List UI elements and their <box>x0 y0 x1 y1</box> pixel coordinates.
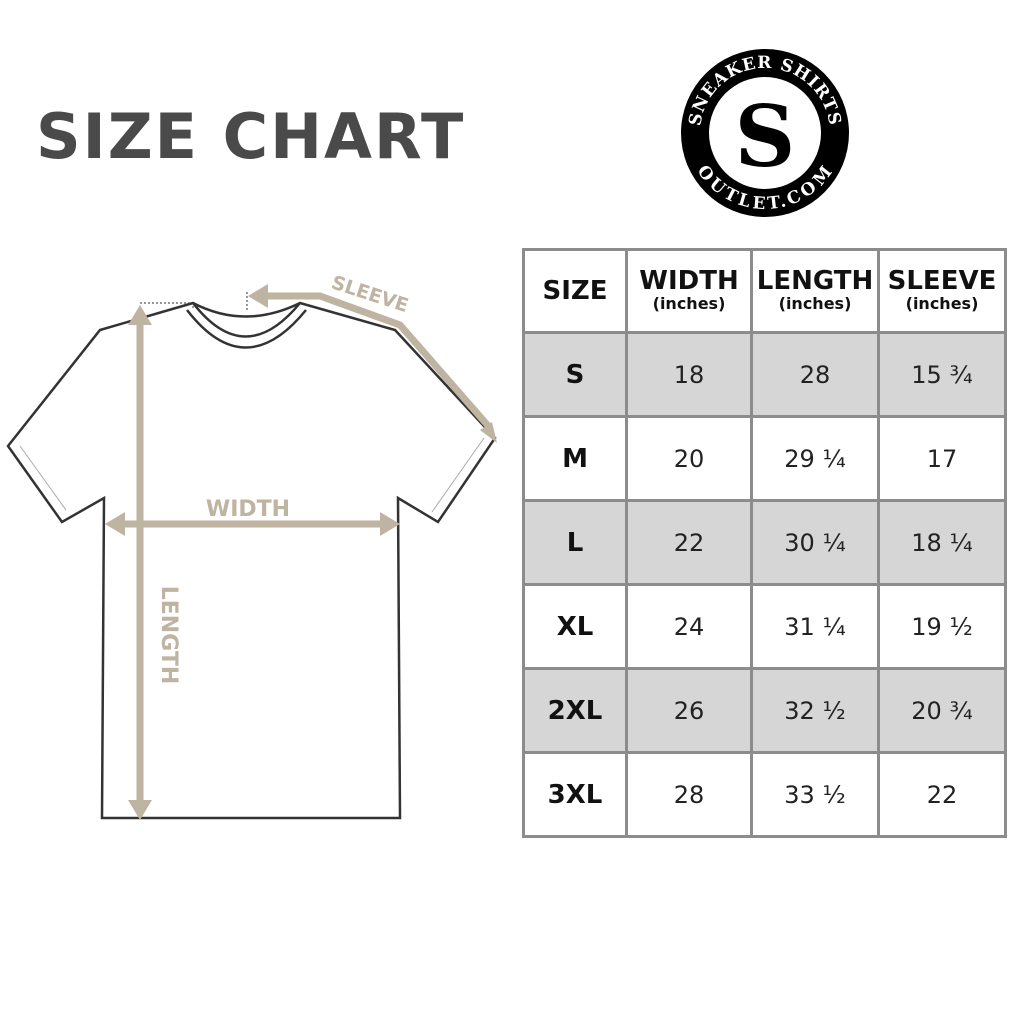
sleeve-cell: 19 ½ <box>877 583 1007 670</box>
table-row: S 18 28 15 ¾ <box>522 331 1007 418</box>
width-cell: 18 <box>625 331 753 418</box>
sleeve-label: SLEEVE <box>329 272 411 317</box>
header-size: SIZE <box>522 248 628 334</box>
length-cell: 32 ½ <box>750 667 880 754</box>
table-row: M 20 29 ¼ 17 <box>522 415 1007 502</box>
sleeve-cell: 22 <box>877 751 1007 838</box>
measurement-arrows <box>105 284 497 820</box>
length-cell: 31 ¼ <box>750 583 880 670</box>
sleeve-cell: 18 ¼ <box>877 499 1007 586</box>
size-cell: S <box>522 331 628 418</box>
table-row: L 22 30 ¼ 18 ¼ <box>522 499 1007 586</box>
header-width: WIDTH (inches) <box>625 248 753 334</box>
tshirt-outline <box>6 301 497 820</box>
header-sleeve: SLEEVE (inches) <box>877 248 1007 334</box>
logo-monogram: S <box>735 87 796 186</box>
page-title: SIZE CHART <box>36 100 466 173</box>
width-cell: 20 <box>625 415 753 502</box>
width-cell: 26 <box>625 667 753 754</box>
table-header-row: SIZE WIDTH (inches) LENGTH (inches) SLEEVE… <box>522 248 1007 334</box>
length-label: LENGTH <box>156 586 181 685</box>
size-cell: 3XL <box>522 751 628 838</box>
length-cell: 30 ¼ <box>750 499 880 586</box>
table-row: XL 24 31 ¼ 19 ½ <box>522 583 1007 670</box>
width-cell: 24 <box>625 583 753 670</box>
size-cell: XL <box>522 583 628 670</box>
table-row: 3XL 28 33 ½ 22 <box>522 751 1007 838</box>
size-cell: 2XL <box>522 667 628 754</box>
header-length: LENGTH (inches) <box>750 248 880 334</box>
size-cell: L <box>522 499 628 586</box>
size-table: SIZE WIDTH (inches) LENGTH (inches) SLEEVE… <box>522 248 1007 838</box>
table-row: 2XL 26 32 ½ 20 ¾ <box>522 667 1007 754</box>
width-cell: 22 <box>625 499 753 586</box>
tshirt-diagram: WIDTH LENGTH SLEEVE <box>6 272 497 820</box>
sleeve-cell: 20 ¾ <box>877 667 1007 754</box>
width-label: WIDTH <box>206 497 290 522</box>
brand-logo: SNEAKER SHIRTS OUTLET.COM S <box>681 49 849 217</box>
sleeve-cell: 15 ¾ <box>877 331 1007 418</box>
sleeve-cell: 17 <box>877 415 1007 502</box>
length-cell: 28 <box>750 331 880 418</box>
length-cell: 33 ½ <box>750 751 880 838</box>
size-cell: M <box>522 415 628 502</box>
sleeve-arrow <box>265 292 493 431</box>
width-cell: 28 <box>625 751 753 838</box>
length-cell: 29 ¼ <box>750 415 880 502</box>
